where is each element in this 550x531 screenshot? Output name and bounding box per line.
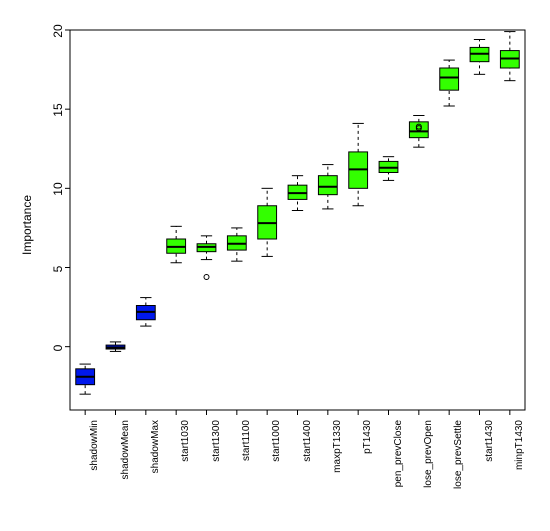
- y-tick-label: 10: [51, 179, 65, 199]
- x-tick-label: maxpT1330: [332, 420, 343, 515]
- y-tick-label: 5: [51, 259, 65, 279]
- x-tick-label: shadowMean: [120, 420, 131, 515]
- x-tick-label: start1100: [241, 420, 252, 515]
- x-tick-label: pT1430: [362, 420, 373, 515]
- x-tick-label: shadowMin: [89, 420, 100, 515]
- x-tick-label: minpT1430: [514, 420, 525, 515]
- x-tick-label: pen_prevClose: [393, 420, 404, 515]
- x-tick-label: start1430: [484, 420, 495, 515]
- y-tick-label: 0: [51, 338, 65, 358]
- y-tick-label: 20: [51, 21, 65, 41]
- y-axis-label: Importance: [20, 195, 34, 255]
- x-tick-label: start1300: [211, 420, 222, 515]
- x-tick-label: start1000: [271, 420, 282, 515]
- x-tick-label: start1400: [302, 420, 313, 515]
- y-tick-label: 15: [51, 100, 65, 120]
- x-tick-label: start1030: [180, 420, 191, 515]
- x-tick-label: shadowMax: [150, 420, 161, 515]
- x-tick-label: lose_prevSettle: [453, 420, 464, 515]
- boxplot-chart: 0 5 10 15 20 Importance shadowMin shadowMean sha…: [0, 0, 550, 531]
- x-tick-label: lose_prevOpen: [423, 420, 434, 515]
